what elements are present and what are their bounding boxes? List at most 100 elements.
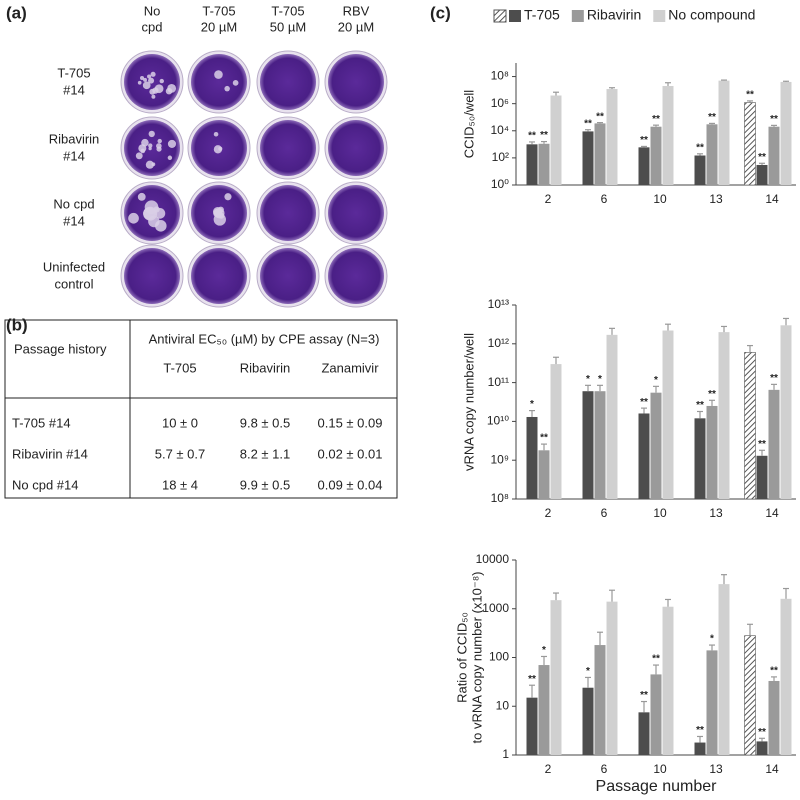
plate bbox=[124, 120, 180, 176]
table-cell: Ribavirin #14 bbox=[12, 446, 88, 461]
error-bar bbox=[665, 323, 671, 331]
bar bbox=[650, 674, 662, 755]
bar bbox=[606, 334, 618, 499]
bar bbox=[650, 126, 662, 185]
significance: ** bbox=[584, 118, 592, 129]
x-tick-label: 10 bbox=[653, 192, 667, 206]
x-tick-label: 14 bbox=[765, 192, 779, 206]
x-tick-label: 10 bbox=[653, 762, 667, 776]
error-bar bbox=[585, 384, 591, 392]
bar bbox=[538, 450, 550, 499]
x-tick-label: 13 bbox=[709, 506, 723, 520]
y-tick-label: 10 bbox=[496, 698, 510, 712]
bar bbox=[662, 606, 674, 755]
error-bar bbox=[721, 79, 727, 81]
significance: * bbox=[654, 375, 658, 386]
plaque bbox=[135, 152, 143, 160]
bar bbox=[594, 391, 606, 499]
y-axis-label: CCID₅₀/well bbox=[461, 90, 476, 159]
error-bar bbox=[697, 153, 703, 156]
plaque bbox=[128, 212, 139, 224]
table-cell: 0.09 ± 0.04 bbox=[318, 477, 383, 492]
legend-swatch bbox=[509, 10, 521, 22]
bar bbox=[526, 144, 538, 185]
plaque bbox=[224, 85, 230, 92]
y-tick-label: 10⁴ bbox=[490, 123, 509, 137]
y-tick-label: 10000 bbox=[476, 552, 510, 566]
significance: ** bbox=[540, 130, 548, 141]
bar bbox=[694, 418, 706, 499]
x-tick-label: 6 bbox=[601, 192, 608, 206]
y-tick-label: 10¹¹ bbox=[488, 375, 509, 389]
bar bbox=[780, 325, 792, 499]
column-header: RBV bbox=[343, 3, 370, 18]
plaque bbox=[218, 146, 223, 151]
error-bar bbox=[747, 344, 753, 353]
error-bar bbox=[783, 80, 789, 82]
x-tick-label: 6 bbox=[601, 506, 608, 520]
error-bar bbox=[721, 325, 727, 333]
plate bbox=[124, 248, 180, 304]
error-bar bbox=[665, 598, 671, 607]
bar bbox=[606, 89, 618, 185]
error-bar bbox=[609, 327, 615, 335]
bar bbox=[744, 635, 756, 756]
significance: ** bbox=[708, 389, 716, 400]
bar bbox=[550, 600, 562, 755]
legend-label: Ribavirin bbox=[587, 7, 641, 23]
bar bbox=[638, 712, 650, 755]
table-cell: T-705 #14 bbox=[12, 415, 71, 430]
plaque bbox=[137, 80, 142, 85]
bar bbox=[706, 405, 718, 499]
table-header: Passage history bbox=[14, 341, 107, 356]
plaque bbox=[152, 87, 159, 94]
column-header: 20 µM bbox=[338, 19, 374, 34]
column-header: 50 µM bbox=[270, 19, 306, 34]
plaque bbox=[140, 148, 146, 154]
legend-label: No compound bbox=[668, 7, 755, 23]
significance: * bbox=[542, 645, 546, 656]
y-tick-label: 10⁶ bbox=[491, 96, 509, 110]
table-cell: No cpd #14 bbox=[12, 477, 79, 492]
bar bbox=[594, 123, 606, 185]
error-bar bbox=[553, 91, 559, 96]
error-bar bbox=[541, 140, 547, 144]
y-tick-label: 10¹⁰ bbox=[487, 414, 509, 428]
table-cell: 18 ± 4 bbox=[162, 477, 198, 492]
y-axis-label: vRNA copy number/well bbox=[461, 333, 476, 471]
error-bar bbox=[759, 737, 765, 742]
x-tick-label: 14 bbox=[765, 506, 779, 520]
table-column: T-705 bbox=[163, 360, 196, 375]
legend-swatch bbox=[653, 10, 666, 22]
bar bbox=[638, 147, 650, 185]
plaque bbox=[148, 146, 152, 151]
row-label: #14 bbox=[63, 213, 85, 228]
y-tick-label: 10² bbox=[492, 150, 509, 164]
significance: ** bbox=[696, 142, 704, 153]
error-bar bbox=[597, 384, 603, 392]
significance: ** bbox=[770, 666, 778, 677]
error-bar bbox=[709, 644, 715, 651]
table-column: Ribavirin bbox=[240, 360, 291, 375]
plaque bbox=[157, 138, 162, 144]
plate bbox=[260, 120, 316, 176]
bar bbox=[706, 124, 718, 185]
significance: ** bbox=[758, 152, 766, 163]
plaque bbox=[214, 70, 223, 79]
error-bar bbox=[783, 317, 789, 326]
plaque bbox=[143, 207, 156, 220]
error-bar bbox=[697, 735, 703, 743]
bar bbox=[526, 416, 538, 499]
bar bbox=[582, 131, 594, 185]
row-label: #14 bbox=[63, 82, 85, 97]
significance: ** bbox=[540, 433, 548, 444]
plaque bbox=[155, 220, 167, 232]
bar bbox=[662, 86, 674, 185]
table-cell: 9.9 ± 0.5 bbox=[240, 477, 291, 492]
plaque bbox=[213, 131, 219, 137]
bar bbox=[550, 95, 562, 185]
significance: * bbox=[598, 374, 602, 385]
error-bar bbox=[771, 676, 777, 681]
plaque bbox=[213, 207, 223, 217]
x-tick-label: 13 bbox=[709, 192, 723, 206]
